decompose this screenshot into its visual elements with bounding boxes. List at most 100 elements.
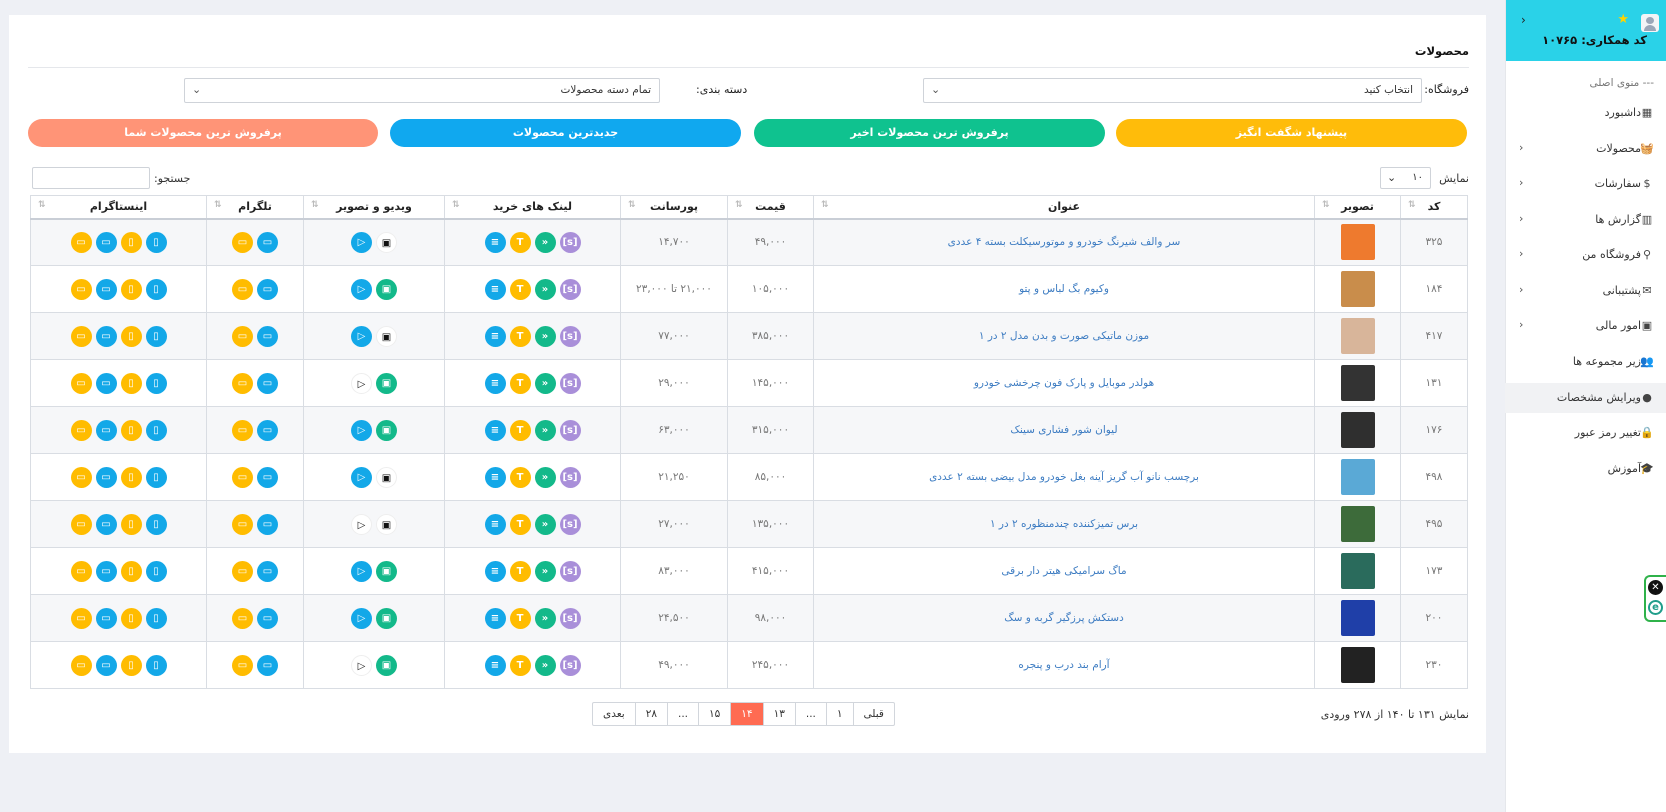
product-title-link[interactable]: موزن ماتیکی صورت و بدن مدل ۲ در ۱ <box>813 312 1315 360</box>
sidebar-item[interactable]: 👥 زیر مجموعه ها <box>1505 347 1666 377</box>
share-icon[interactable]: « <box>534 466 556 488</box>
image-icon[interactable]: ▣ <box>376 325 397 347</box>
floating-widget[interactable]: ✕ e <box>1644 575 1666 622</box>
product-thumbnail[interactable] <box>1340 553 1375 589</box>
list-icon[interactable]: ≡ <box>484 560 506 582</box>
mobile-icon[interactable]: ▯ <box>120 560 142 582</box>
share-icon[interactable]: « <box>534 419 556 441</box>
mobile-icon[interactable]: ▯ <box>145 325 167 347</box>
page-button[interactable]: ۱۳ <box>762 703 795 725</box>
list-icon[interactable]: ≡ <box>484 466 506 488</box>
text-icon[interactable]: T <box>509 325 531 347</box>
chevron-right-icon[interactable]: › <box>1521 13 1526 27</box>
short-link-icon[interactable]: [s] <box>559 231 581 253</box>
sidebar-item[interactable]: $ سفارشات ‹ <box>1505 169 1666 199</box>
desktop-icon[interactable]: ▭ <box>95 372 117 394</box>
image-icon[interactable]: ▣ <box>376 372 397 394</box>
text-icon[interactable]: T <box>509 560 531 582</box>
product-thumbnail[interactable] <box>1340 506 1375 542</box>
page-button[interactable]: قبلی <box>852 703 894 725</box>
desktop-icon[interactable]: ▭ <box>257 231 278 253</box>
text-icon[interactable]: T <box>509 513 531 535</box>
mobile-icon[interactable]: ▯ <box>145 513 167 535</box>
list-icon[interactable]: ≡ <box>484 607 506 629</box>
product-title-link[interactable]: ماگ سرامیکی هیتر دار برقی <box>813 547 1315 595</box>
desktop-icon[interactable]: ▭ <box>257 654 278 676</box>
text-icon[interactable]: T <box>509 231 531 253</box>
desktop-icon[interactable]: ▭ <box>232 372 253 394</box>
desktop-icon[interactable]: ▭ <box>95 607 117 629</box>
mobile-icon[interactable]: ▯ <box>120 325 142 347</box>
product-thumbnail[interactable] <box>1340 365 1375 401</box>
image-icon[interactable]: ▣ <box>376 654 397 676</box>
share-icon[interactable]: « <box>534 654 556 676</box>
desktop-icon[interactable]: ▭ <box>232 419 253 441</box>
play-icon[interactable]: ▷ <box>351 560 372 582</box>
column-header[interactable]: تصویر ⇅ <box>1314 195 1401 219</box>
product-title-link[interactable]: وکیوم بگ لباس و پتو <box>813 265 1315 313</box>
column-header[interactable]: اینستاگرام ⇅ <box>30 195 207 219</box>
play-icon[interactable]: ▷ <box>351 607 372 629</box>
category-select[interactable]: تمام دسته محصولات ⌄ <box>184 78 660 103</box>
text-icon[interactable]: T <box>509 372 531 394</box>
page-button[interactable]: ۲۸ <box>634 703 667 725</box>
list-icon[interactable]: ≡ <box>484 278 506 300</box>
mobile-icon[interactable]: ▯ <box>145 419 167 441</box>
image-icon[interactable]: ▣ <box>376 231 397 253</box>
image-icon[interactable]: ▣ <box>376 419 397 441</box>
desktop-icon[interactable]: ▭ <box>232 278 253 300</box>
desktop-icon[interactable]: ▭ <box>70 419 92 441</box>
image-icon[interactable]: ▣ <box>376 513 397 535</box>
desktop-icon[interactable]: ▭ <box>70 372 92 394</box>
short-link-icon[interactable]: [s] <box>559 607 581 629</box>
desktop-icon[interactable]: ▭ <box>70 466 92 488</box>
short-link-icon[interactable]: [s] <box>559 325 581 347</box>
share-icon[interactable]: « <box>534 325 556 347</box>
search-input[interactable] <box>32 167 150 189</box>
product-title-link[interactable]: برچسب نانو آب گریز آینه بغل خودرو مدل بی… <box>813 453 1315 501</box>
mobile-icon[interactable]: ▯ <box>120 231 142 253</box>
short-link-icon[interactable]: [s] <box>559 372 581 394</box>
share-icon[interactable]: « <box>534 607 556 629</box>
page-button[interactable]: ... <box>667 703 698 725</box>
play-icon[interactable]: ▷ <box>351 372 372 394</box>
desktop-icon[interactable]: ▭ <box>70 278 92 300</box>
play-icon[interactable]: ▷ <box>351 278 372 300</box>
recent-bestsellers-button[interactable]: پرفروش ترین محصولات اخیر <box>754 119 1105 147</box>
list-icon[interactable]: ≡ <box>484 372 506 394</box>
desktop-icon[interactable]: ▭ <box>70 607 92 629</box>
short-link-icon[interactable]: [s] <box>559 419 581 441</box>
desktop-icon[interactable]: ▭ <box>70 560 92 582</box>
product-thumbnail[interactable] <box>1340 271 1375 307</box>
desktop-icon[interactable]: ▭ <box>70 654 92 676</box>
short-link-icon[interactable]: [s] <box>559 466 581 488</box>
play-icon[interactable]: ▷ <box>351 325 372 347</box>
mobile-icon[interactable]: ▯ <box>120 372 142 394</box>
column-header[interactable]: ویدیو و تصویر ⇅ <box>303 195 445 219</box>
desktop-icon[interactable]: ▭ <box>70 231 92 253</box>
mobile-icon[interactable]: ▯ <box>145 654 167 676</box>
desktop-icon[interactable]: ▭ <box>95 466 117 488</box>
play-icon[interactable]: ▷ <box>351 654 372 676</box>
share-icon[interactable]: « <box>534 560 556 582</box>
share-icon[interactable]: « <box>534 231 556 253</box>
column-header[interactable]: کد ⇅ <box>1400 195 1468 219</box>
product-title-link[interactable]: سر والف شیرنگ خودرو و موتورسیکلت بسته ۴ … <box>813 218 1315 266</box>
short-link-icon[interactable]: [s] <box>559 278 581 300</box>
mobile-icon[interactable]: ▯ <box>120 278 142 300</box>
desktop-icon[interactable]: ▭ <box>232 654 253 676</box>
mobile-icon[interactable]: ▯ <box>145 372 167 394</box>
mobile-icon[interactable]: ▯ <box>145 466 167 488</box>
product-title-link[interactable]: دستکش پرزگیر گربه و سگ <box>813 594 1315 642</box>
list-icon[interactable]: ≡ <box>484 325 506 347</box>
enamad-icon[interactable]: e <box>1648 600 1663 615</box>
list-icon[interactable]: ≡ <box>484 419 506 441</box>
avatar-icon[interactable] <box>1641 14 1659 32</box>
show-entries-select[interactable]: ۱۰ ⌄ <box>1380 167 1431 189</box>
play-icon[interactable]: ▷ <box>351 466 372 488</box>
desktop-icon[interactable]: ▭ <box>257 607 278 629</box>
sidebar-item[interactable]: 🔒 تغییر رمز عبور <box>1505 418 1666 448</box>
play-icon[interactable]: ▷ <box>351 513 372 535</box>
store-select[interactable]: انتخاب کنید ⌄ <box>923 78 1422 103</box>
short-link-icon[interactable]: [s] <box>559 513 581 535</box>
